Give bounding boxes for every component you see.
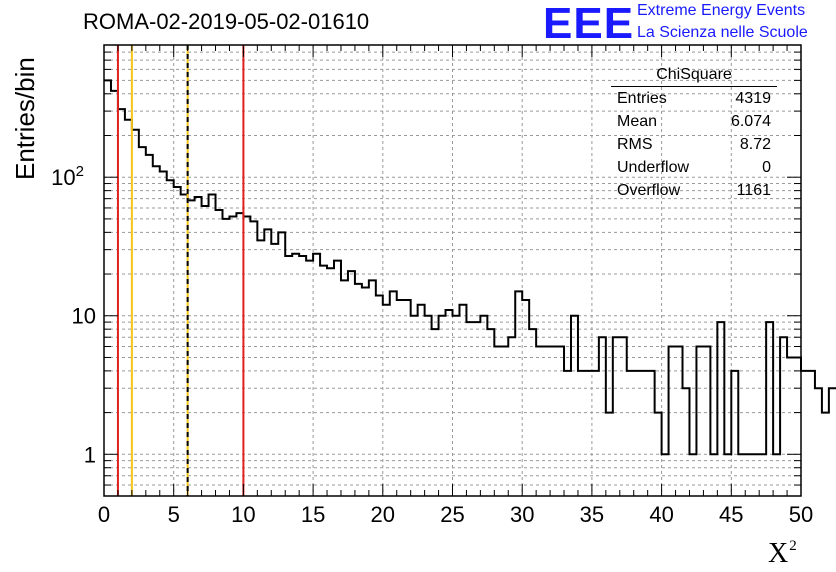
x-tick-label: 30 (510, 502, 534, 527)
stats-value: 6.074 (730, 113, 771, 130)
axes: 0 5 10 15 20 25 30 35 40 45 50 1 10 102 (51, 44, 813, 527)
stats-value: 0 (762, 159, 771, 176)
x-tick-label: 25 (440, 502, 464, 527)
histogram (104, 79, 836, 456)
stats-row-overflow: Overflow 1161 (611, 179, 777, 202)
x-axis-label-sup: 2 (789, 538, 797, 554)
y-tick-label: 10 (72, 304, 96, 329)
x-tick-label: 50 (789, 502, 813, 527)
stats-value: 1161 (736, 182, 771, 199)
stats-value: 4319 (735, 90, 771, 107)
stats-row-rms: RMS 8.72 (611, 133, 777, 156)
x-tick-label: 45 (719, 502, 743, 527)
histogram-line (104, 79, 836, 456)
x-tick-label: 10 (231, 502, 255, 527)
stats-label: Underflow (617, 159, 690, 176)
x-tick-label: 0 (98, 502, 110, 527)
x-tick-label: 20 (371, 502, 395, 527)
x-tick-label: 5 (168, 502, 180, 527)
y-tick-label: 1 (84, 442, 96, 467)
x-tick-label: 35 (580, 502, 604, 527)
x-axis-label: X2 (768, 538, 797, 570)
x-axis-label-base: X (768, 538, 789, 569)
logo-line-2: La Scienza nelle Scuole (637, 24, 808, 41)
threshold-lines (116, 45, 245, 496)
chart-title: ROMA-02-2019-05-02-01610 (83, 9, 370, 34)
y-axis-label: Entries/bin (10, 57, 40, 180)
stats-label: RMS (617, 136, 653, 153)
stats-row-underflow: Underflow 0 (611, 156, 777, 179)
stats-label: Entries (617, 90, 667, 107)
x-tick-label: 15 (301, 502, 325, 527)
grid-lines (104, 45, 801, 496)
eee-logo: EEE (543, 0, 635, 48)
x-tick-label: 40 (649, 502, 673, 527)
logo-line-1: Extreme Energy Events (637, 2, 806, 19)
stats-title: ChiSquare (611, 66, 777, 87)
stats-row-entries: Entries 4319 (611, 87, 777, 110)
stats-row-mean: Mean 6.074 (611, 110, 777, 133)
stats-label: Mean (617, 113, 658, 130)
y-tick-label: 102 (51, 163, 84, 190)
stats-label: Overflow (617, 182, 681, 199)
stats-value: 8.72 (739, 136, 771, 153)
stats-box: ChiSquare Entries 4319 Mean 6.074 RMS 8.72 … (611, 66, 777, 202)
